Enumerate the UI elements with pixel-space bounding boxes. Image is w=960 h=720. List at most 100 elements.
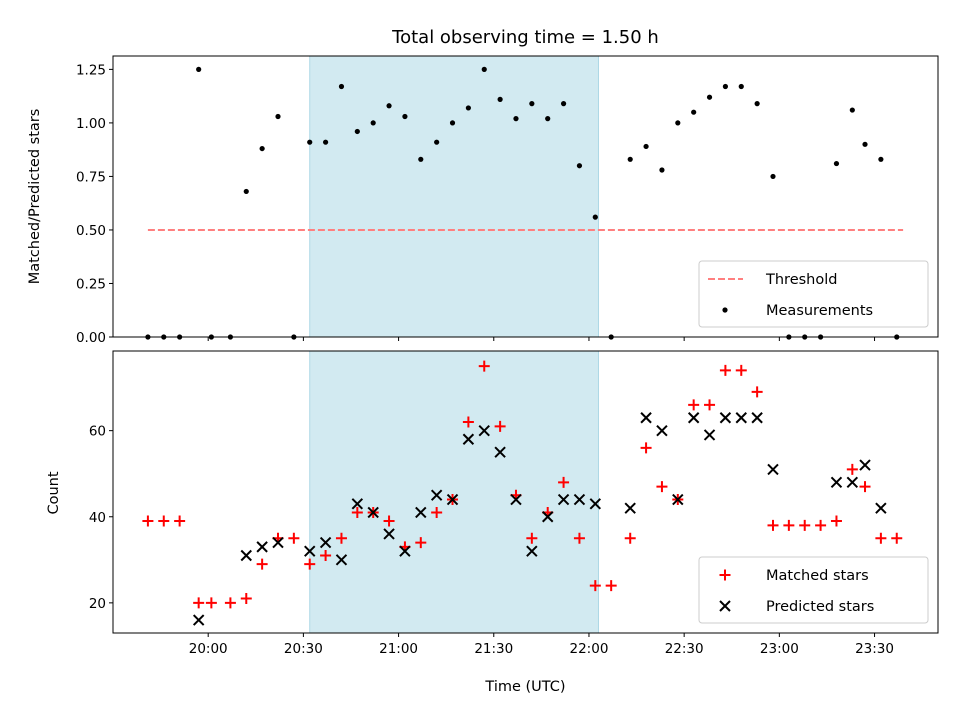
- measurement-point: [275, 113, 281, 120]
- measurement-point: [259, 145, 265, 152]
- matched-stars-point: [783, 519, 795, 531]
- matched-stars-point: [304, 558, 316, 570]
- x-tick-label: 20:00: [189, 641, 228, 657]
- matched-stars-point: [256, 558, 268, 570]
- predicted-stars-point: [478, 424, 490, 437]
- predicted-stars-point: [367, 506, 379, 519]
- matched-stars-point: [462, 416, 474, 428]
- predicted-stars-point: [767, 463, 779, 476]
- measurement-point: [576, 163, 583, 169]
- top-observing-window-span: [309, 55, 599, 338]
- bottom-panel: 20 40 60 20:00 20:30 21:00 21:30 22:00 22:30 23:0…: [89, 350, 939, 657]
- measurement-point: [497, 96, 503, 102]
- predicted-stars-point: [846, 476, 859, 489]
- matched-stars-point: [656, 481, 668, 493]
- measurement-point: [465, 105, 471, 111]
- measurement-point: [691, 109, 697, 115]
- x-tick-label: 21:30: [474, 641, 513, 657]
- measurement-point: [643, 143, 649, 150]
- predicted-stars-point: [751, 412, 763, 424]
- measurement-point: [338, 83, 345, 90]
- top-y-tick-label: 0.00: [76, 330, 106, 346]
- matched-stars-point: [494, 420, 506, 432]
- matched-stars-point: [383, 515, 395, 527]
- measurement-point: [545, 116, 551, 122]
- matched-stars-point: [767, 519, 779, 531]
- legend-predicted-swatch: [719, 600, 731, 612]
- x-tick-label: 23:30: [855, 641, 894, 657]
- measurement-point: [849, 107, 855, 113]
- bottom-y-tick-label: 60: [89, 424, 106, 440]
- measurement-point: [354, 128, 360, 135]
- matched-stars-point: [799, 519, 811, 531]
- legend-box: [698, 260, 929, 328]
- matched-stars-point: [751, 386, 763, 398]
- measurement-point: [529, 101, 535, 107]
- bottom-observing-window-span: [309, 350, 599, 634]
- matched-stars-point: [573, 532, 585, 544]
- measurement-point: [770, 173, 776, 180]
- matched-stars-point: [830, 515, 842, 527]
- measurement-point: [449, 120, 456, 126]
- measurement-point: [659, 167, 665, 173]
- matched-stars-point: [193, 597, 205, 609]
- predicted-stars-point: [703, 429, 716, 441]
- bottom-y-axis-label: Count: [46, 471, 62, 514]
- measurement-point: [560, 101, 567, 107]
- matched-stars-point: [624, 532, 636, 544]
- predicted-stars-point: [446, 493, 459, 506]
- predicted-stars-point: [256, 541, 268, 553]
- top-chart-title: Total observing time = 1.50 h: [391, 27, 659, 48]
- top-legend: Threshold Measurements: [698, 260, 929, 328]
- bottom-y-tick-label: 20: [89, 596, 106, 612]
- measurement-point: [386, 103, 392, 109]
- top-panel: 0.00 0.25 0.50 0.75 1.00 1.25 Threshold Measure…: [76, 55, 939, 346]
- matched-stars-point: [589, 580, 601, 592]
- top-y-tick-label: 1.00: [76, 116, 106, 132]
- matched-stars-point: [558, 476, 570, 488]
- legend-label: Predicted stars: [766, 599, 874, 615]
- legend-measurements-swatch: [722, 307, 728, 313]
- measurement-point: [434, 139, 440, 145]
- predicted-stars-point: [399, 545, 411, 557]
- matched-stars-point: [174, 515, 186, 527]
- matched-stars-point: [719, 364, 731, 376]
- predicted-stars-point: [573, 493, 586, 506]
- predicted-stars-point: [589, 498, 602, 510]
- predicted-stars-point: [542, 511, 554, 523]
- x-tick-label: 22:00: [570, 641, 609, 657]
- matched-stars-point: [815, 519, 827, 531]
- predicted-stars-point: [383, 528, 395, 540]
- matched-stars-point: [688, 399, 700, 411]
- predicted-stars-point: [859, 459, 871, 471]
- matched-stars-point: [335, 532, 347, 544]
- matched-stars-point: [351, 506, 363, 518]
- measurement-point: [675, 120, 681, 126]
- top-y-tick-label: 0.50: [76, 223, 106, 239]
- measurement-point: [481, 66, 487, 72]
- matched-stars-point: [875, 532, 887, 544]
- measurement-point: [243, 188, 249, 195]
- measurement-point: [418, 156, 424, 162]
- legend-label: Measurements: [766, 303, 873, 319]
- predicted-stars-point: [510, 493, 522, 506]
- top-y-tick-label: 0.75: [76, 169, 106, 185]
- measurement-point: [307, 139, 313, 145]
- matched-stars-point: [478, 360, 490, 372]
- predicted-stars-point: [351, 498, 364, 510]
- predicted-stars-point: [494, 446, 506, 458]
- bottom-legend: Matched stars Predicted stars: [698, 556, 929, 624]
- predicted-stars-point: [875, 502, 887, 514]
- matched-stars-point: [240, 593, 252, 605]
- matched-stars-point: [891, 532, 903, 544]
- bottom-y-tick-label: 40: [89, 510, 106, 526]
- x-tick-label: 22:30: [665, 641, 704, 657]
- predicted-stars-point: [719, 412, 732, 424]
- matched-stars-point: [859, 481, 871, 493]
- matched-stars-point: [288, 532, 300, 544]
- top-y-tick-label: 0.25: [76, 276, 106, 292]
- x-tick-label: 21:00: [379, 641, 418, 657]
- matched-stars-point: [224, 597, 236, 609]
- matched-stars-point: [158, 515, 170, 527]
